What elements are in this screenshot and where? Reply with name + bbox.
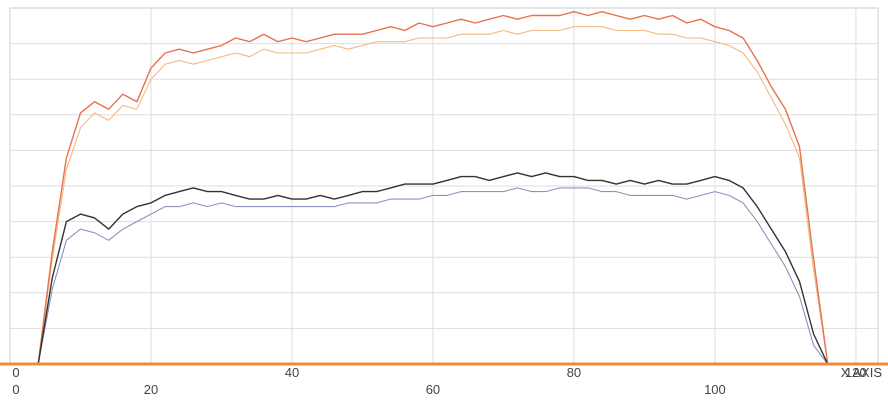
axis-labels: X AXIS — [841, 365, 883, 380]
x-upper-tick-label: 120 — [845, 365, 867, 380]
x-lower-tick-label: 0 — [12, 382, 19, 397]
grid — [9, 7, 879, 365]
x-upper-tick-label: 0 — [12, 365, 19, 380]
x-lower-tick-label: 20 — [144, 382, 158, 397]
series-line-3 — [37, 172, 829, 365]
series-line-1 — [37, 10, 829, 365]
x-axis-label: X AXIS — [841, 365, 883, 380]
series-line-2 — [37, 26, 829, 365]
x-lower-tick-label: 60 — [426, 382, 440, 397]
x-upper-tick-label: 40 — [285, 365, 299, 380]
series-line-4 — [37, 187, 829, 365]
x-lower-tick-label: 100 — [704, 382, 726, 397]
series-group — [37, 10, 829, 365]
x-upper-tick-label: 80 — [567, 365, 581, 380]
x-axis: 0 40 80 120 0 20 60 100 — [0, 362, 888, 397]
